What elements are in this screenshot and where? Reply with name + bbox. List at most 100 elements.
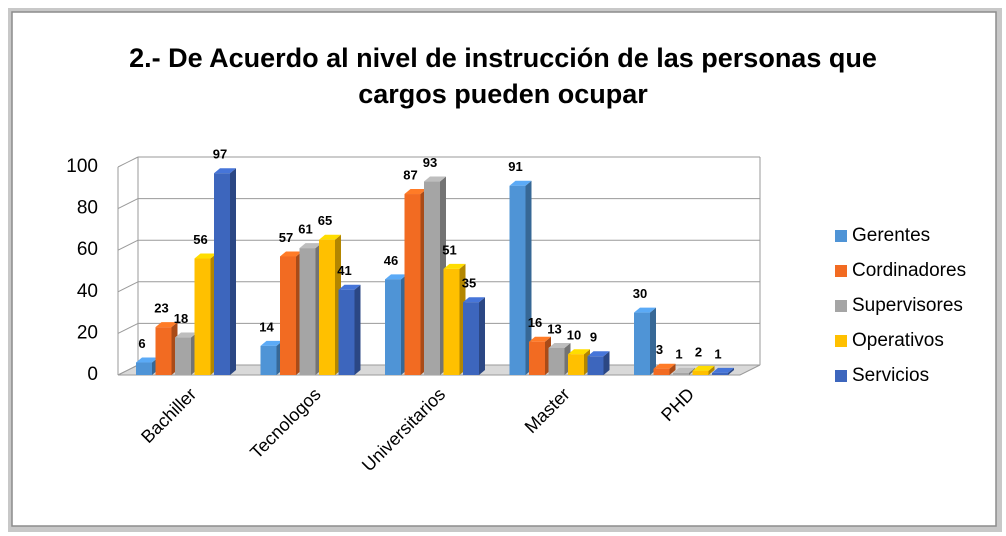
- legend-swatch: [835, 335, 847, 347]
- y-tick-label: 40: [77, 281, 98, 302]
- value-label: 93: [423, 155, 437, 170]
- value-label: 14: [259, 319, 274, 334]
- bar-top: [280, 251, 302, 257]
- bar: [299, 248, 316, 375]
- bar-side: [708, 365, 715, 375]
- bar: [194, 258, 211, 375]
- bar: [568, 354, 584, 375]
- bar: [463, 302, 479, 375]
- value-label: 1: [714, 346, 721, 361]
- bar-top: [529, 336, 551, 342]
- bar-top: [214, 168, 236, 174]
- legend-label: Gerentes: [852, 225, 930, 246]
- value-label: 1: [675, 346, 682, 361]
- value-label: 41: [337, 263, 351, 278]
- bar: [404, 194, 421, 375]
- bar: [280, 256, 296, 375]
- grid-line-side: [117, 364, 139, 376]
- legend-swatch: [835, 300, 847, 312]
- value-label: 35: [462, 276, 476, 291]
- value-label: 13: [547, 321, 561, 336]
- bar: [260, 345, 277, 375]
- bar: [319, 239, 335, 375]
- bar-side: [728, 367, 734, 375]
- bar-top: [463, 297, 485, 303]
- chart-title: 2.- De Acuerdo al nivel de instrucción d…: [129, 43, 877, 109]
- bar-side: [603, 351, 610, 375]
- grid-line-side: [117, 156, 139, 168]
- bar: [653, 368, 670, 375]
- value-label: 6: [138, 336, 145, 351]
- grid-line-side: [117, 198, 139, 210]
- y-tick-label: 0: [87, 364, 98, 385]
- bar-top: [424, 176, 446, 182]
- value-label: 91: [508, 159, 522, 174]
- y-tick-label: 20: [77, 322, 98, 343]
- grid-line-side: [117, 239, 139, 251]
- bar-side: [689, 367, 695, 375]
- bar: [136, 362, 152, 375]
- bar-top: [568, 349, 590, 355]
- bar: [548, 347, 565, 375]
- value-label: 56: [193, 232, 207, 247]
- bar: [338, 289, 355, 375]
- bar-top: [692, 365, 715, 371]
- bar: [214, 173, 230, 375]
- value-label: 61: [298, 222, 312, 237]
- value-label: 51: [442, 242, 456, 257]
- value-label: 46: [384, 253, 398, 268]
- value-label: 2: [695, 344, 702, 359]
- bar: [155, 327, 172, 375]
- legend-swatch: [835, 370, 847, 382]
- value-label: 65: [318, 213, 332, 228]
- value-label: 97: [213, 147, 227, 162]
- bar-top: [673, 367, 695, 373]
- bar: [692, 370, 709, 375]
- bar: [673, 372, 689, 375]
- y-tick-label: 80: [77, 198, 98, 219]
- bar-side: [354, 284, 361, 375]
- bar-top: [404, 189, 427, 195]
- legend-label: Cordinadores: [852, 260, 966, 281]
- legend-label: Operativos: [852, 330, 944, 351]
- bar-top: [634, 307, 656, 313]
- bar-top: [319, 234, 341, 240]
- legend-label: Supervisores: [852, 295, 963, 316]
- value-label: 57: [279, 230, 293, 245]
- bar-top: [260, 340, 283, 346]
- bar-top: [587, 351, 610, 357]
- bar: [424, 181, 440, 375]
- bar-side: [669, 363, 676, 375]
- bar-side: [230, 168, 236, 375]
- value-label: 10: [567, 328, 581, 343]
- bar: [529, 341, 545, 375]
- value-label: 9: [590, 330, 597, 345]
- bar-side: [650, 307, 656, 375]
- bar-top: [548, 342, 571, 348]
- bar-top: [194, 253, 217, 259]
- bar: [443, 268, 460, 375]
- bar-top: [509, 180, 532, 186]
- bar-side: [525, 180, 532, 375]
- y-tick-label: 100: [66, 156, 98, 177]
- value-label: 30: [633, 286, 647, 301]
- bar-top: [653, 363, 676, 369]
- legend-swatch: [835, 230, 847, 242]
- grid-line-side: [117, 322, 139, 334]
- bar: [175, 337, 191, 375]
- value-label: 16: [528, 315, 542, 330]
- value-label: 23: [154, 301, 168, 316]
- bar-top: [338, 284, 361, 290]
- value-label: 3: [656, 342, 663, 357]
- bar: [634, 312, 650, 375]
- bar: [385, 279, 401, 375]
- bar: [509, 185, 526, 375]
- bar-top: [136, 357, 158, 363]
- y-tick-label: 60: [77, 239, 98, 260]
- bar-top: [175, 332, 197, 338]
- value-label: 18: [174, 311, 188, 326]
- bar-side: [479, 297, 485, 375]
- bar-top: [155, 322, 178, 328]
- value-label: 87: [403, 167, 417, 182]
